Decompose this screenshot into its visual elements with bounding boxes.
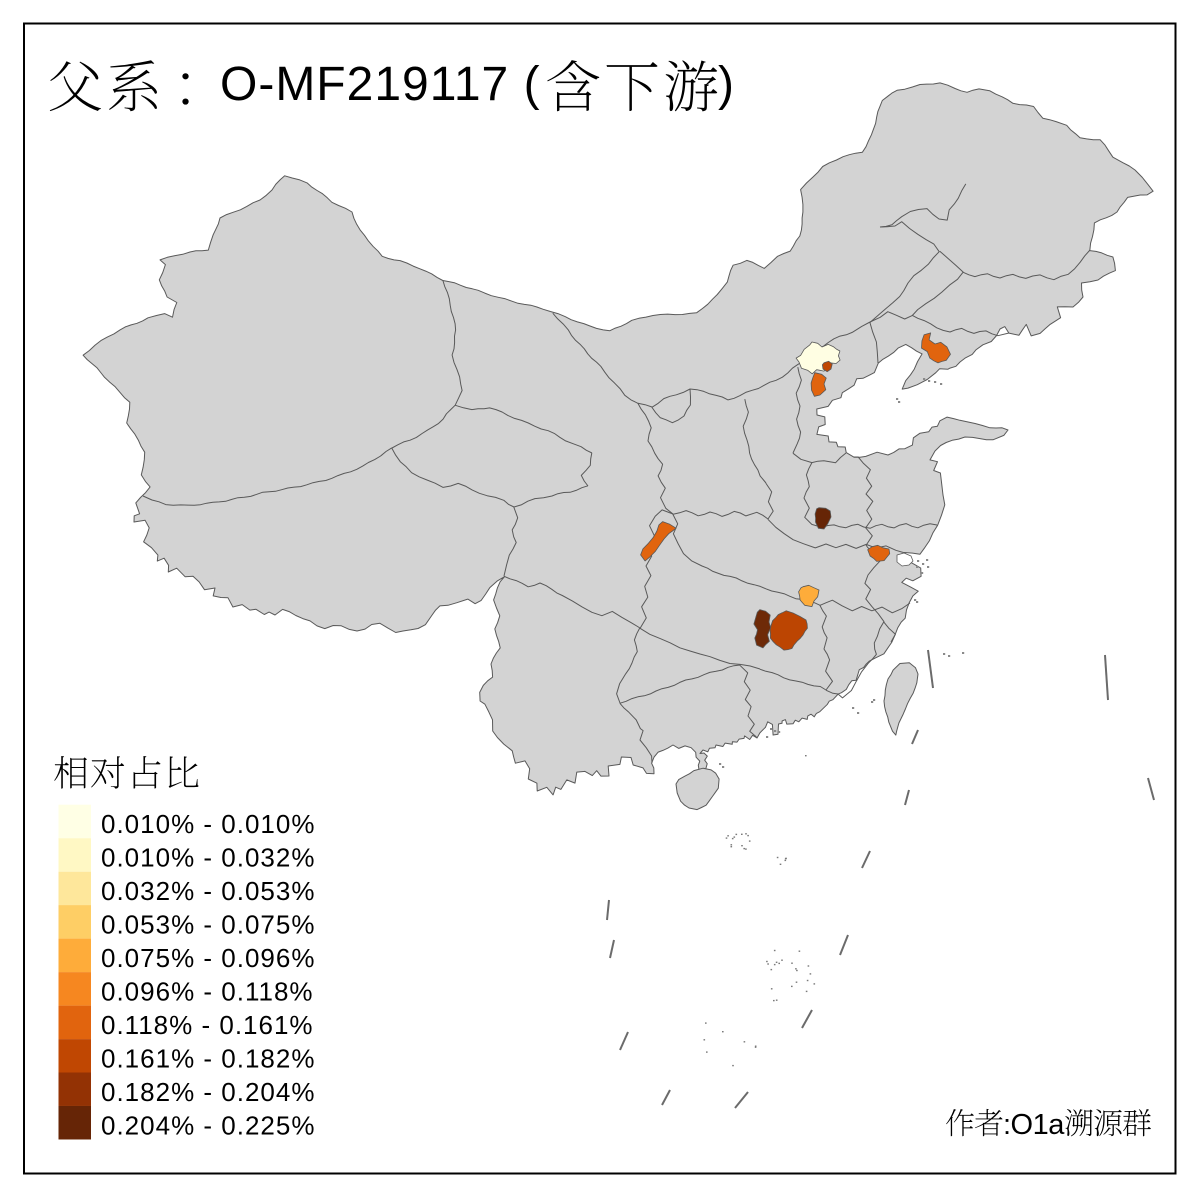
svg-text:0.075% - 0.096%: 0.075% - 0.096% [101,943,315,973]
svg-text:0.182% - 0.204%: 0.182% - 0.204% [101,1077,315,1107]
svg-text::O1a: :O1a [1003,1109,1065,1141]
svg-text:0.096% - 0.118%: 0.096% - 0.118% [101,977,314,1007]
svg-text:0.032% - 0.053%: 0.032% - 0.053% [101,876,315,906]
svg-text:0.161% - 0.182%: 0.161% - 0.182% [101,1044,315,1074]
svg-text:0.204% - 0.225%: 0.204% - 0.225% [101,1111,315,1141]
svg-text:O-MF219117 (: O-MF219117 ( [220,58,541,111]
svg-text:0.118% - 0.161%: 0.118% - 0.161% [101,1010,314,1040]
svg-text:0.010% - 0.032%: 0.010% - 0.032% [101,843,315,873]
svg-text:0.010% - 0.010%: 0.010% - 0.010% [101,809,315,839]
svg-text:0.053% - 0.075%: 0.053% - 0.075% [101,910,315,940]
svg-text:): ) [718,58,734,111]
